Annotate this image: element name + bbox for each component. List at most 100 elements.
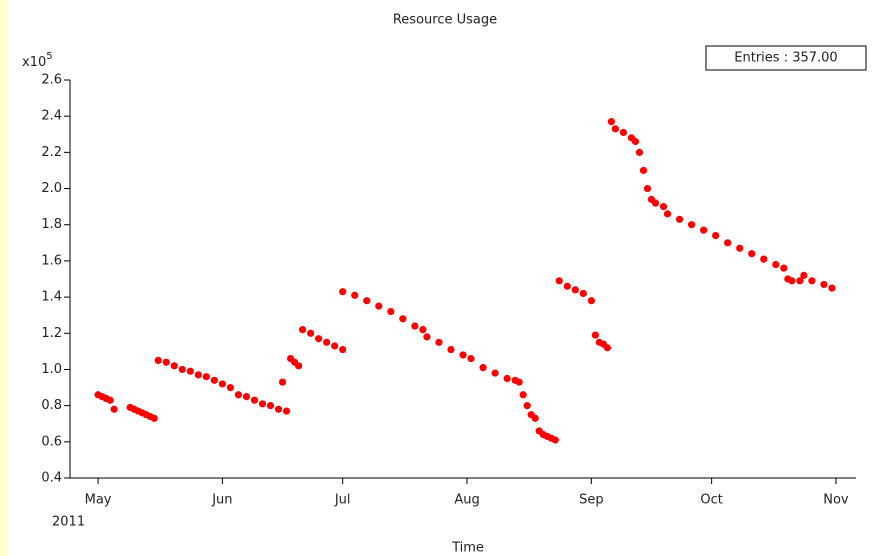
- point: [643, 184, 652, 193]
- point: [736, 244, 744, 252]
- point: [242, 392, 251, 401]
- point: [298, 326, 307, 334]
- point: [531, 414, 539, 422]
- point: [555, 277, 563, 285]
- point: [339, 345, 347, 354]
- point: [266, 402, 275, 410]
- point: [331, 342, 339, 350]
- x-tick-label: Sep: [579, 493, 604, 508]
- x-tick-label: Oct: [700, 493, 722, 508]
- y-tick-label: 2.4: [41, 109, 62, 124]
- point: [491, 369, 499, 377]
- point: [250, 396, 259, 404]
- point: [106, 396, 114, 404]
- point: [828, 284, 836, 292]
- point: [820, 280, 828, 289]
- point: [780, 264, 788, 272]
- point: [375, 302, 383, 310]
- y-tick-label: 0.8: [41, 398, 62, 413]
- point: [274, 405, 283, 413]
- x-tick-label: May: [85, 493, 112, 508]
- point: [423, 333, 431, 341]
- point: [607, 118, 615, 126]
- y-tick-label: 2.2: [41, 145, 62, 160]
- point: [351, 291, 359, 299]
- point: [387, 307, 395, 316]
- point: [447, 345, 455, 354]
- point: [675, 215, 684, 223]
- point: [571, 286, 579, 294]
- point: [234, 391, 243, 399]
- point: [479, 364, 487, 372]
- y-tick-label: 2.0: [41, 181, 62, 196]
- point: [315, 335, 323, 343]
- point: [519, 391, 527, 399]
- point: [503, 374, 511, 383]
- y-tick-label: 0.4: [41, 471, 62, 486]
- point: [339, 288, 347, 296]
- x-tick-label: Jul: [334, 493, 351, 508]
- point: [282, 407, 291, 415]
- point: [724, 239, 732, 247]
- point: [659, 203, 668, 211]
- point: [563, 282, 571, 290]
- point: [772, 260, 780, 269]
- point: [631, 137, 640, 146]
- x-axis-label: Time: [451, 541, 484, 556]
- point: [323, 338, 331, 346]
- chart-title: Resource Usage: [393, 13, 497, 28]
- point: [467, 355, 475, 363]
- point: [363, 297, 371, 305]
- point: [154, 356, 162, 365]
- point: [700, 226, 708, 234]
- point: [110, 405, 118, 413]
- y-multiplier-base: x10: [22, 55, 46, 70]
- point: [162, 358, 170, 366]
- point: [635, 148, 644, 156]
- point: [202, 373, 210, 381]
- point: [760, 255, 768, 263]
- point: [651, 199, 660, 207]
- y-tick-label: 1.6: [41, 253, 62, 268]
- point: [579, 289, 587, 298]
- point: [748, 250, 756, 258]
- y-tick-label: 0.6: [41, 434, 62, 449]
- stats-box: [705, 45, 867, 71]
- point: [294, 362, 303, 370]
- point: [591, 331, 599, 339]
- point: [459, 351, 467, 359]
- y-tick-label: 1.4: [41, 290, 62, 305]
- point: [399, 315, 407, 323]
- y-tick-label: 1.0: [41, 362, 62, 377]
- point: [278, 378, 287, 386]
- point: [687, 221, 696, 229]
- y-tick-label: 2.6: [41, 73, 62, 88]
- point: [515, 378, 523, 386]
- point: [619, 128, 628, 137]
- point: [611, 125, 619, 133]
- point: [639, 166, 648, 175]
- point: [587, 297, 595, 305]
- point: [210, 376, 218, 384]
- point: [712, 231, 720, 240]
- point: [808, 277, 816, 285]
- point: [186, 367, 194, 375]
- point: [788, 277, 796, 285]
- point: [226, 383, 235, 392]
- point: [603, 344, 611, 352]
- point: [551, 436, 559, 444]
- point: [800, 271, 808, 279]
- point: [218, 380, 226, 388]
- y-multiplier: x105: [22, 51, 53, 70]
- point: [258, 400, 267, 408]
- y-multiplier-exp: 5: [46, 51, 52, 62]
- point: [419, 326, 427, 334]
- point: [435, 338, 443, 346]
- point: [170, 362, 178, 370]
- x-tick-label: Aug: [454, 493, 479, 508]
- x-sublabel: 2011: [52, 515, 85, 530]
- point: [178, 365, 186, 374]
- x-tick-label: Nov: [823, 493, 849, 508]
